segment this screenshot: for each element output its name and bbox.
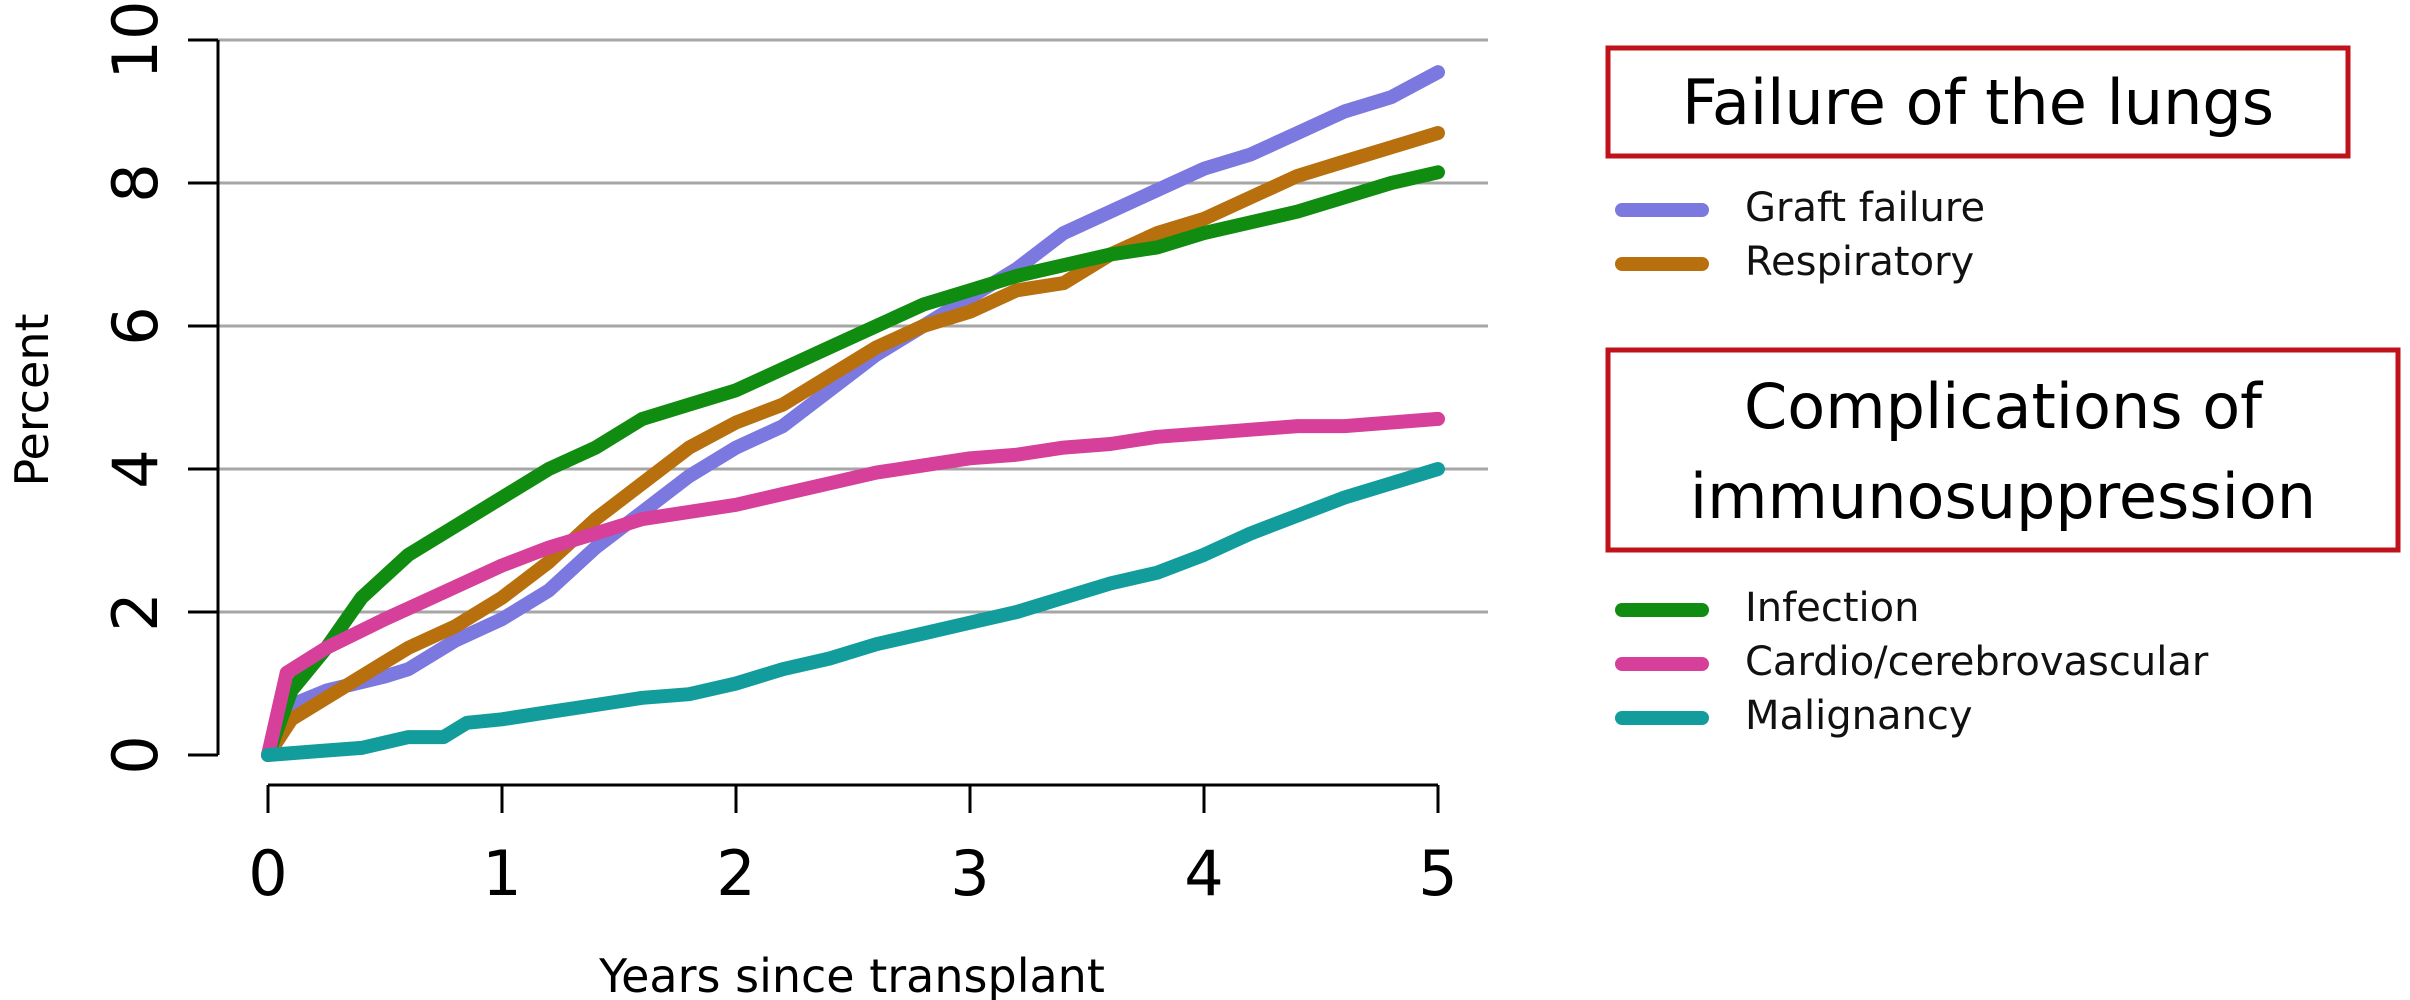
series-line-infection bbox=[261, 165, 1445, 762]
legend-box-immuno bbox=[1605, 347, 2401, 553]
series-lines bbox=[261, 65, 1445, 762]
legend-title-immuno-line2: immunosuppression bbox=[1690, 460, 2316, 533]
x-tick-label: 4 bbox=[1184, 837, 1223, 910]
y-tick-label: 0 bbox=[99, 735, 172, 774]
legend-label-respiratory: Respiratory bbox=[1745, 239, 1974, 285]
series-line-graft-failure bbox=[261, 65, 1445, 762]
y-tick-label: 6 bbox=[99, 306, 172, 345]
legend-label-infection: Infection bbox=[1745, 585, 1919, 631]
y-tick-label: 4 bbox=[99, 449, 172, 488]
x-tick-label: 1 bbox=[482, 837, 521, 910]
y-axis-title: Percent bbox=[5, 313, 59, 486]
y-axis: 0 2 4 6 8 10 bbox=[99, 1, 220, 775]
y-tick-label: 8 bbox=[99, 163, 172, 202]
y-tick-label: 2 bbox=[99, 592, 172, 631]
legend-title-immuno-line1: Complications of bbox=[1744, 370, 2264, 443]
x-axis-title: Years since transplant bbox=[598, 949, 1105, 1000]
series-line-cardio-cerebrovascular bbox=[261, 411, 1445, 762]
legend-label-malignancy: Malignancy bbox=[1745, 693, 1973, 739]
legend-box-lungs bbox=[1605, 45, 2351, 159]
x-axis: 0 1 2 3 4 5 bbox=[248, 783, 1458, 910]
x-tick-label: 0 bbox=[248, 837, 287, 910]
series-line-malignancy bbox=[261, 462, 1445, 762]
series-line-respiratory bbox=[261, 126, 1445, 762]
y-tick-label: 10 bbox=[99, 1, 172, 80]
legend-label-cardio-cerebrovascular: Cardio/cerebrovascular bbox=[1745, 639, 2209, 685]
x-tick-label: 2 bbox=[716, 837, 755, 910]
x-tick-label: 5 bbox=[1418, 837, 1457, 910]
legend-label-graft-failure: Graft failure bbox=[1745, 185, 1985, 231]
x-tick-label: 3 bbox=[950, 837, 989, 910]
legend-title-lungs: Failure of the lungs bbox=[1682, 66, 2274, 139]
legend-entries: Graft failure Respiratory Infection Cardio/… bbox=[1615, 185, 2209, 739]
